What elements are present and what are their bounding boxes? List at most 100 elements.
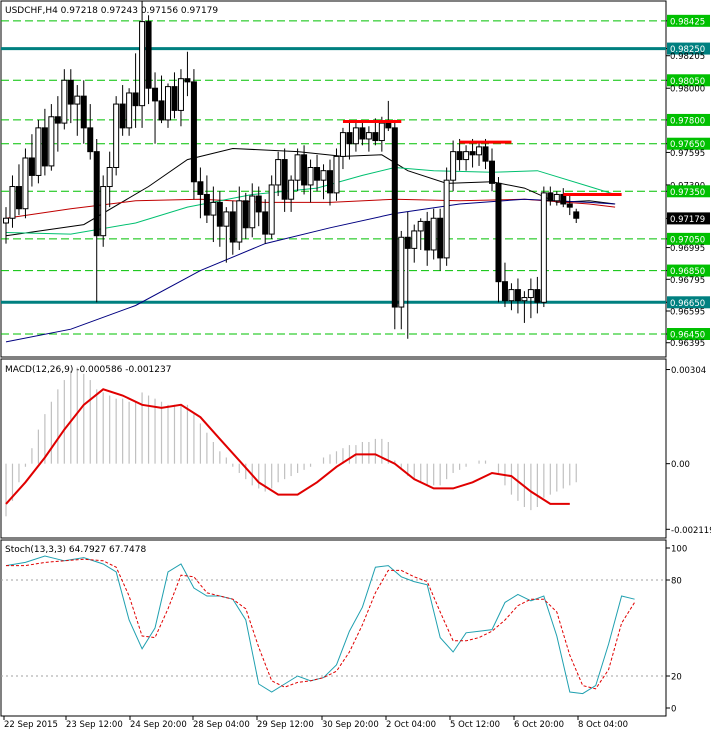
time-axis: 22 Sep 2015 23 Sep 12:00 24 Sep 20:00 28 Se… <box>3 716 628 730</box>
candle-body <box>67 79 74 105</box>
candle-body <box>203 193 210 216</box>
price-label-badge <box>667 212 710 225</box>
time-label: 8 Oct 04:00 <box>578 720 628 730</box>
candle-body <box>15 186 22 210</box>
candle-body <box>339 132 346 157</box>
stoch-main-line <box>5 555 635 695</box>
candle-body <box>327 170 333 194</box>
candle-body <box>398 236 405 308</box>
price-label-badge <box>667 74 710 87</box>
candle-body <box>547 192 554 202</box>
candle-body <box>281 159 288 200</box>
candle-body <box>262 211 269 235</box>
candle-body <box>126 92 133 129</box>
stoch-lines <box>5 555 636 695</box>
candle-body <box>534 289 541 303</box>
candle-body <box>469 151 476 156</box>
stoch-title: Stoch(13,3,3) 64.7927 67.7478 <box>5 545 146 555</box>
candle-body <box>223 211 230 227</box>
candle-body <box>61 79 68 124</box>
time-label: 24 Sep 20:00 <box>130 720 187 730</box>
candle-body <box>210 201 217 216</box>
candle-body <box>268 184 275 235</box>
candle-body <box>352 127 359 145</box>
candle-body <box>171 86 178 111</box>
price-label: 0.97595 <box>670 149 705 159</box>
moving-average-line <box>5 166 616 235</box>
price-label: 0.96795 <box>670 276 705 286</box>
candle-body <box>100 186 107 237</box>
candle-body <box>501 281 508 302</box>
candle-body <box>320 170 327 181</box>
time-label: 2 Oct 04:00 <box>386 720 436 730</box>
candle-body <box>22 157 29 210</box>
stoch-tick-label: 0 <box>671 705 676 715</box>
price-label: 0.98000 <box>670 85 705 95</box>
candle-body <box>391 127 398 308</box>
candle-body <box>165 86 171 121</box>
candle-body <box>417 220 424 232</box>
candle-body <box>482 146 489 162</box>
macd-tick-label: -0.002119 <box>671 526 711 536</box>
stochastic-panel: 100 80 20 0 Stoch(13,3,3) 64.7927 67.7478 <box>0 539 687 717</box>
candle-body <box>424 220 431 251</box>
candle-body <box>28 157 35 176</box>
candle-body <box>177 78 184 111</box>
price-label-badge <box>667 328 710 341</box>
candle-body <box>385 122 392 129</box>
price-label-badge <box>667 113 710 126</box>
price-label: 0.96395 <box>670 339 705 349</box>
candle-body <box>87 127 94 153</box>
price-label: 0.96595 <box>670 308 705 318</box>
candle-body <box>566 203 573 208</box>
candle-body <box>476 146 483 156</box>
price-label: 0.98250 <box>670 45 705 55</box>
candle-body <box>288 179 295 200</box>
macd-tick-label: 0.00304 <box>671 366 706 376</box>
candle-body <box>93 151 100 237</box>
candle-body <box>106 167 113 188</box>
candle-body <box>521 297 528 302</box>
candle-body <box>527 289 534 299</box>
macd-panel: 0.00304 0.00 -0.002119 MACD(12,26,9) -0.00… <box>0 358 711 539</box>
price-label: 0.98425 <box>670 17 705 27</box>
macd-title: MACD(12,26,9) -0.000586 -0.001237 <box>5 365 171 375</box>
price-label-badge <box>667 137 710 150</box>
candle-body <box>411 230 418 249</box>
candle-body <box>301 154 308 186</box>
candle-body <box>48 116 55 167</box>
candle-body <box>9 186 16 219</box>
candle-body <box>346 132 353 145</box>
price-label: 0.96995 <box>670 244 705 254</box>
price-label: 0.98205 <box>670 52 705 62</box>
candle-body <box>307 167 314 186</box>
candle-body <box>333 155 340 194</box>
time-label: 30 Sep 20:00 <box>322 720 379 730</box>
candle-body <box>54 116 61 124</box>
candle-body <box>249 195 256 229</box>
candle-body <box>378 122 385 142</box>
candle-body <box>139 21 146 107</box>
candle-body <box>35 127 42 176</box>
price-label: 0.97800 <box>670 116 705 126</box>
price-label: 0.96650 <box>670 299 705 309</box>
candle-body <box>158 100 165 121</box>
candle-body <box>489 160 495 184</box>
macd-signal-path <box>5 388 570 505</box>
candle-body <box>456 151 463 161</box>
candle-body <box>132 92 139 107</box>
price-label: 0.97350 <box>670 188 705 198</box>
price-label: 0.98050 <box>670 77 705 87</box>
time-label: 5 Oct 12:00 <box>450 720 500 730</box>
candle-body <box>74 95 81 105</box>
price-label-badge <box>667 42 710 55</box>
time-label: 22 Sep 2015 <box>4 720 58 730</box>
price-label: 0.96450 <box>670 331 705 341</box>
macd-axis: 0.00304 0.00 -0.002119 <box>666 366 711 536</box>
price-label-badge <box>667 14 710 27</box>
candle-body <box>553 193 560 202</box>
candle-body <box>430 217 437 251</box>
stoch-tick-label: 80 <box>671 577 682 587</box>
